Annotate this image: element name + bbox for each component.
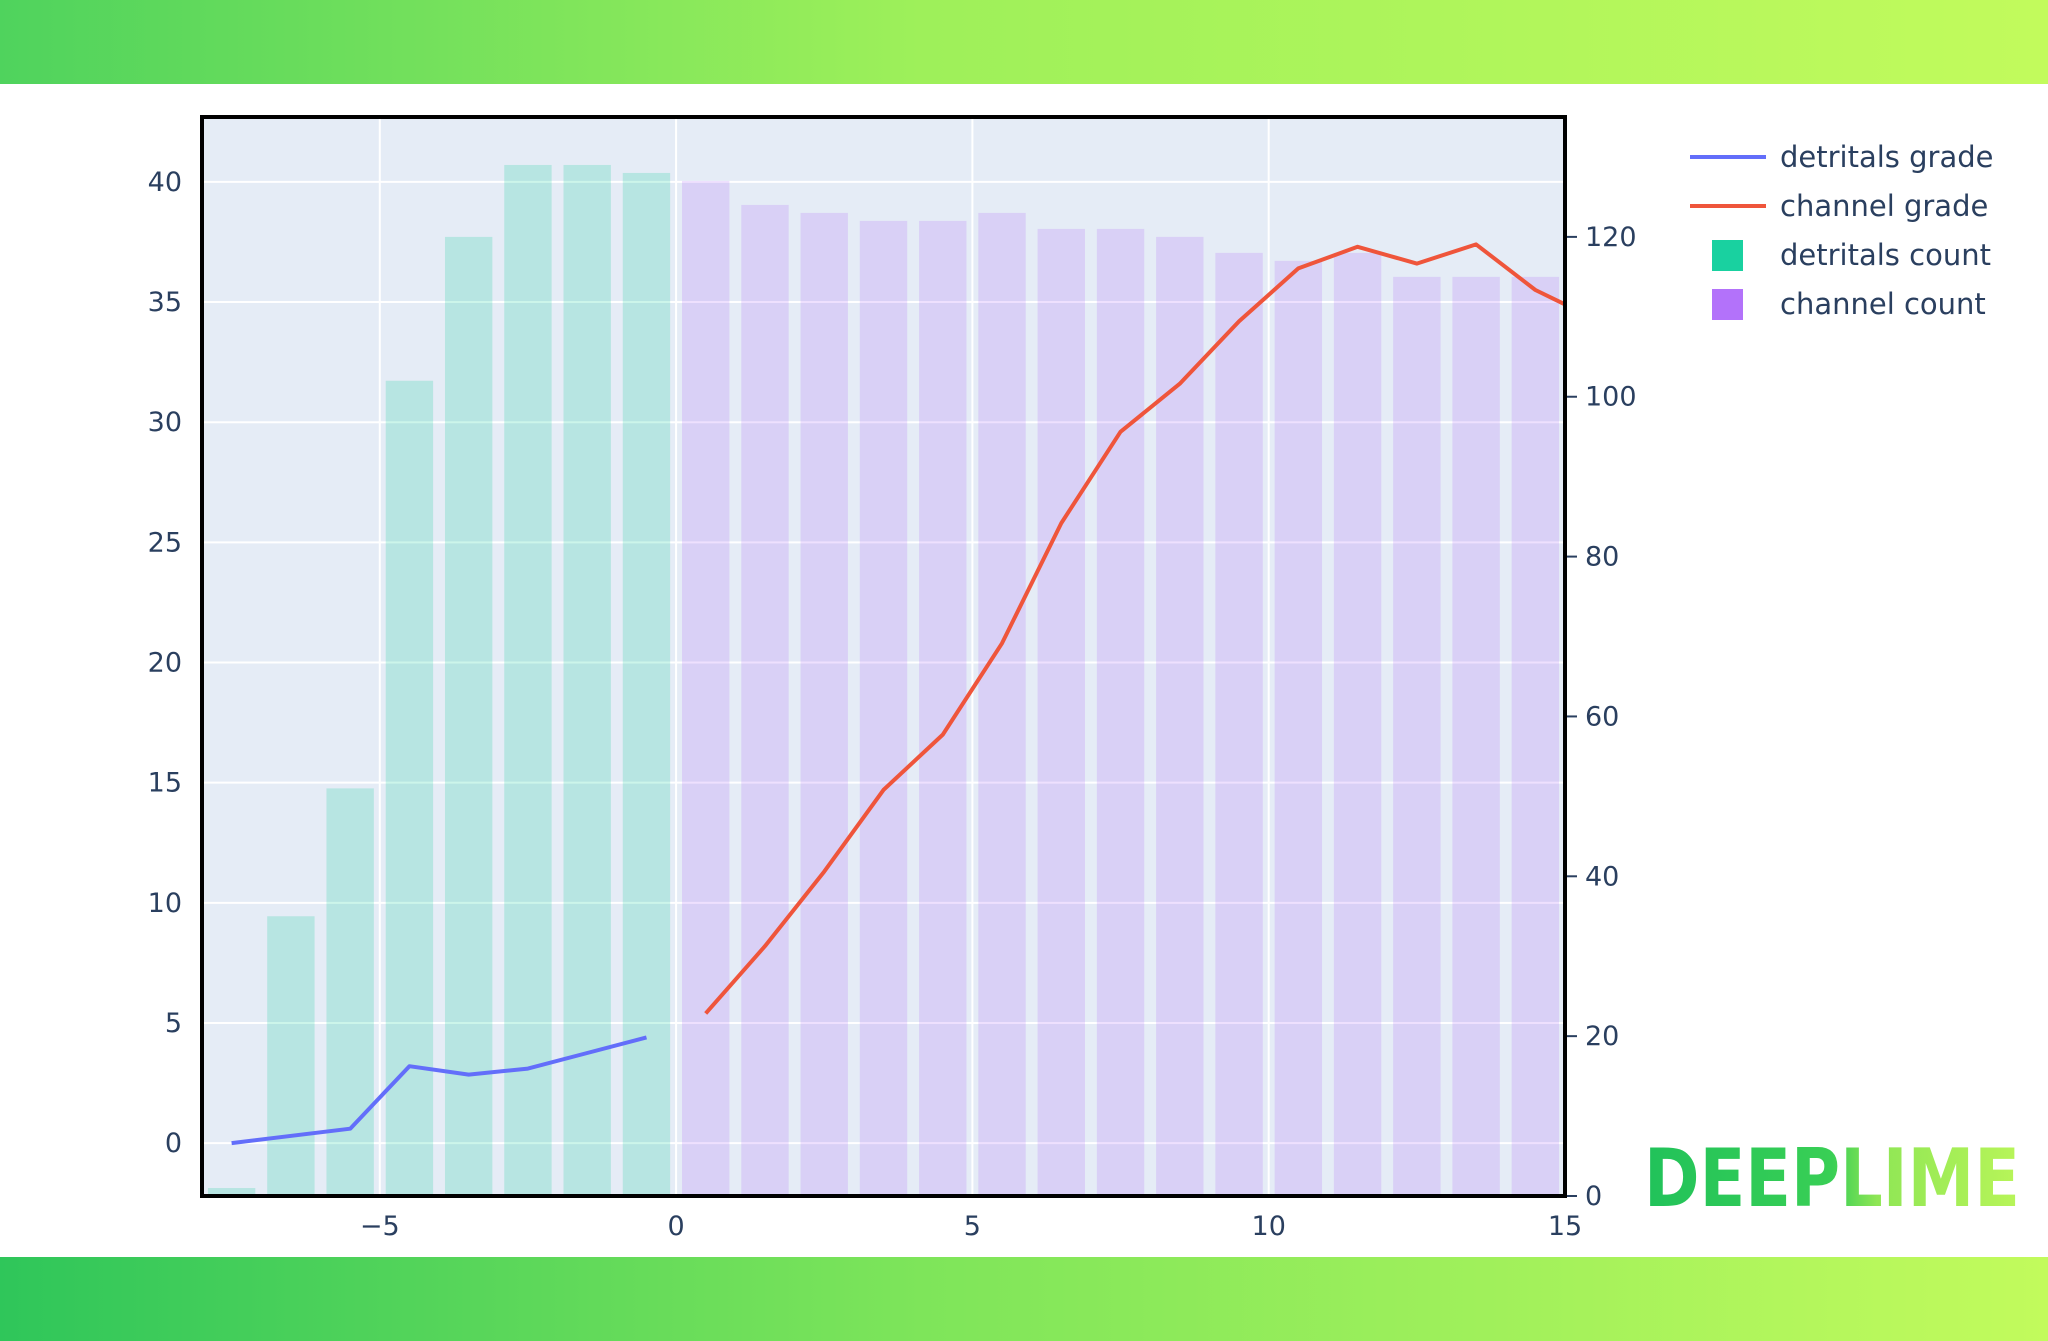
bar xyxy=(1333,252,1382,1196)
bar xyxy=(207,1188,256,1196)
bar xyxy=(1096,228,1145,1196)
series-line xyxy=(704,242,1565,1015)
bar xyxy=(682,180,730,1196)
bar xyxy=(563,164,611,1196)
bar xyxy=(504,164,552,1196)
bar xyxy=(385,380,434,1196)
x-tick-label: 5 xyxy=(964,1211,981,1242)
bar xyxy=(1037,228,1085,1196)
y-left-tick-label: 0 xyxy=(165,1128,182,1159)
top-gradient-band xyxy=(0,0,2048,84)
bar xyxy=(622,172,671,1197)
y-right-tick-label: 40 xyxy=(1585,861,1619,892)
bar xyxy=(741,204,789,1196)
deeplime-logo: DEEPLIME xyxy=(1644,1140,2020,1216)
bar xyxy=(1393,276,1441,1197)
bar xyxy=(1274,260,1323,1196)
bar xyxy=(1156,236,1204,1196)
x-tick-label: 15 xyxy=(1548,1211,1582,1242)
legend-label: channel grade xyxy=(1780,189,1988,223)
y-left-tick-label: 15 xyxy=(148,768,182,799)
logo-text: DEEPLIME xyxy=(1644,1140,2020,1216)
bar xyxy=(859,220,908,1197)
y-left-tick-label: 25 xyxy=(148,527,182,558)
legend-label: detritals grade xyxy=(1780,140,1993,174)
y-right-tick-label: 80 xyxy=(1585,542,1619,573)
bar xyxy=(1511,276,1560,1197)
y-right-tick-label: 120 xyxy=(1585,222,1637,253)
legend-label: detritals count xyxy=(1780,238,1991,272)
lines xyxy=(231,242,1565,1146)
legend-square-swatch xyxy=(1712,289,1743,320)
x-tick-label: 0 xyxy=(667,1211,684,1242)
bar xyxy=(978,212,1026,1196)
plot-background xyxy=(202,117,1565,1196)
legend[interactable]: detritals grade channel grade detritals co… xyxy=(1690,140,1993,321)
legend-label: channel count xyxy=(1780,287,1986,321)
bar xyxy=(1215,252,1263,1196)
y-right-tick-label: 0 xyxy=(1585,1181,1602,1212)
y-right-tick-label: 100 xyxy=(1585,382,1637,413)
y-left-tick-label: 35 xyxy=(148,287,182,318)
x-tick-label: −5 xyxy=(360,1211,400,1242)
plot-frame xyxy=(200,115,1567,1198)
y-left-tick-label: 40 xyxy=(148,167,182,198)
bar xyxy=(444,236,493,1196)
legend-square-swatch xyxy=(1712,240,1743,271)
bottom-gradient-band xyxy=(0,1257,2048,1341)
bar xyxy=(800,212,848,1196)
y-left-tick-label: 10 xyxy=(148,888,182,919)
bar xyxy=(326,788,374,1196)
series-line xyxy=(231,1035,648,1146)
y-left-tick-label: 20 xyxy=(148,648,182,679)
y-right-tick-label: 20 xyxy=(1585,1021,1619,1052)
y-left-tick-label: 30 xyxy=(148,407,182,438)
bar xyxy=(1452,276,1500,1197)
y-right-tick-label: 60 xyxy=(1585,701,1619,732)
bars xyxy=(207,164,1560,1197)
x-tick-label: 10 xyxy=(1252,1211,1286,1242)
y-left-tick-label: 5 xyxy=(165,1008,182,1039)
bar xyxy=(267,916,315,1196)
